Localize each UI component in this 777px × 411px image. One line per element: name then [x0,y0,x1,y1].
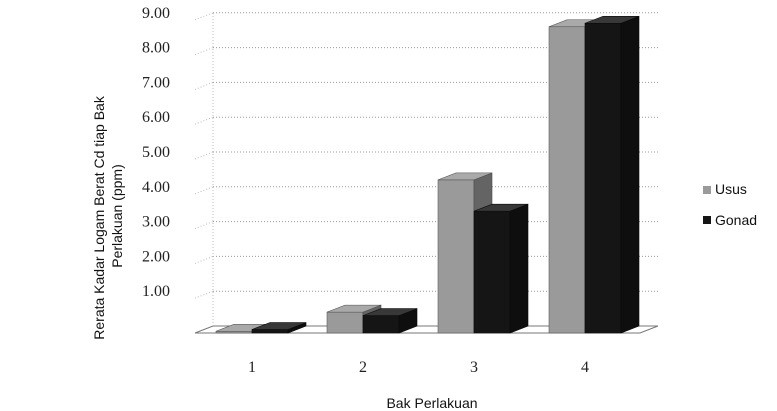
bar [584,15,640,334]
y-tick-label: 8.00 [142,40,170,57]
bar [251,322,307,334]
legend-swatch-gonad [703,216,711,224]
bar [362,308,418,334]
gridline-side [194,47,214,56]
legend: Usus Gonad [703,181,757,228]
bar-front [362,315,400,334]
y-tick-label: 7.00 [142,74,170,91]
legend-item-gonad: Gonad [703,212,757,228]
legend-label-gonad: Gonad [715,212,757,228]
y-tick-label: 1.00 [142,283,170,300]
x-axis-title: Bak Perlakuan [386,395,477,411]
x-axis-ticks: 1 2 3 4 [248,359,589,376]
gridline-side [194,186,214,195]
bar-top [326,304,382,313]
y-tick-label: 3.00 [142,214,170,231]
y-axis-ticks: 1.00 2.00 3.00 4.00 5.00 6.00 7.00 8.00 9.00 [142,5,170,300]
gridline-side [194,116,214,125]
y-axis-title: Rerata Kadar Logam Berat Cd tiap Bak Per… [91,92,125,339]
bar-front [584,22,622,334]
gridline-side [194,290,214,299]
x-tick-label: 3 [470,359,478,376]
gridline-side [194,151,214,160]
bar [473,203,529,334]
y-tick-label: 5.00 [142,144,170,161]
gridline-side [194,221,214,230]
x-tick-label: 4 [581,359,589,376]
legend-label-usus: Usus [715,181,747,197]
bar-top [362,308,418,316]
bar-side [509,203,529,334]
gridline-side [194,81,214,90]
y-tick-label: 6.00 [142,109,170,126]
bar-side [620,15,640,334]
legend-swatch-usus [703,186,711,194]
bar-front [437,179,475,334]
legend-item-usus: Usus [703,181,747,197]
gridline-side [194,12,214,21]
x-tick-label: 2 [359,359,367,376]
y-tick-label: 9.00 [142,5,170,22]
y-tick-label: 4.00 [142,179,170,196]
bar-top [437,172,493,181]
y-tick-label: 2.00 [142,248,170,265]
gridlines [194,12,658,299]
bar-top [251,322,307,330]
y-axis-title-line-1: Rerata Kadar Logam Berat Cd tiap Bak [91,95,107,340]
gridline-side [194,255,214,264]
bar-top [584,15,640,24]
bar-top [473,203,529,212]
bar-front [326,311,364,334]
bar-front [548,26,586,334]
bar-front [251,329,289,334]
bar-front [473,210,511,334]
bars [215,15,640,334]
y-axis-title-line-2: Perlakuan (ppm) [109,164,125,268]
x-tick-label: 1 [248,359,256,376]
